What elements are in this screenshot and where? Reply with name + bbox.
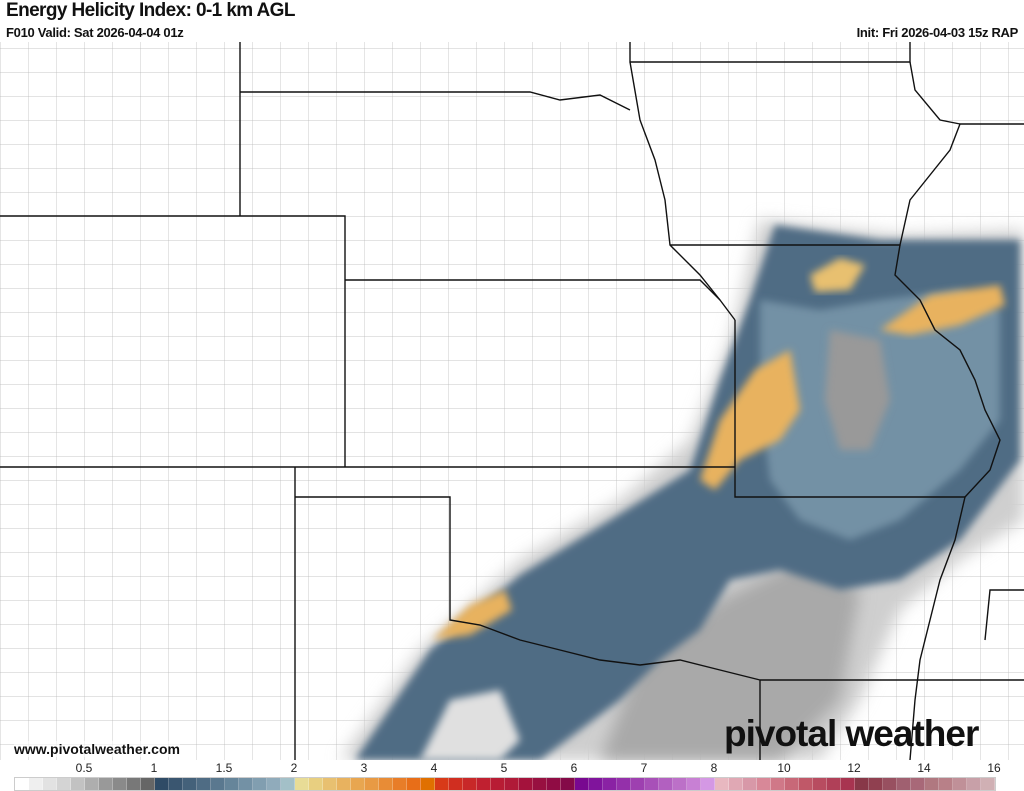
colorbar-cell bbox=[729, 778, 743, 790]
colorbar-cell bbox=[687, 778, 701, 790]
colorbar-cell bbox=[575, 778, 589, 790]
colorbar: 0.5 1 1.5 2 3 4 5 6 7 8 10 12 14 16 bbox=[0, 760, 1024, 791]
colorbar-cell bbox=[897, 778, 911, 790]
colorbar-tick-label: 3 bbox=[360, 761, 368, 775]
colorbar-cell bbox=[673, 778, 687, 790]
colorbar-cell bbox=[43, 778, 57, 790]
colorbar-cell bbox=[463, 778, 477, 790]
colorbar-cell bbox=[925, 778, 939, 790]
colorbar-cell bbox=[869, 778, 883, 790]
colorbar-cell bbox=[15, 778, 29, 790]
colorbar-cell bbox=[981, 778, 995, 790]
colorbar-cell bbox=[953, 778, 967, 790]
colorbar-cells bbox=[14, 777, 996, 791]
colorbar-cell bbox=[323, 778, 337, 790]
colorbar-cell bbox=[939, 778, 953, 790]
colorbar-cell bbox=[883, 778, 897, 790]
init-time: Init: Fri 2026-04-03 15z RAP bbox=[856, 25, 1019, 40]
colorbar-cell bbox=[85, 778, 99, 790]
colorbar-tick-label: 6 bbox=[570, 761, 578, 775]
colorbar-cell bbox=[771, 778, 785, 790]
colorbar-tick-label: 16 bbox=[987, 761, 1001, 775]
colorbar-cell bbox=[491, 778, 505, 790]
colorbar-cell bbox=[743, 778, 757, 790]
colorbar-cell bbox=[533, 778, 547, 790]
colorbar-cell bbox=[841, 778, 855, 790]
colorbar-tick-label: 8 bbox=[710, 761, 718, 775]
valid-time: F010 Valid: Sat 2026-04-04 01z bbox=[6, 25, 184, 40]
colorbar-tick-label: 5 bbox=[500, 761, 508, 775]
colorbar-cell bbox=[407, 778, 421, 790]
colorbar-cell bbox=[267, 778, 281, 790]
ehi-field bbox=[340, 220, 1024, 760]
colorbar-tick-label: 1.5 bbox=[215, 761, 233, 775]
colorbar-cell bbox=[505, 778, 519, 790]
colorbar-cell bbox=[967, 778, 981, 790]
colorbar-cell bbox=[211, 778, 225, 790]
colorbar-cell bbox=[631, 778, 645, 790]
colorbar-cell bbox=[785, 778, 799, 790]
colorbar-cell bbox=[393, 778, 407, 790]
colorbar-cell bbox=[57, 778, 71, 790]
colorbar-cell bbox=[351, 778, 365, 790]
colorbar-cell bbox=[911, 778, 925, 790]
colorbar-cell bbox=[813, 778, 827, 790]
colorbar-cell bbox=[309, 778, 323, 790]
colorbar-cell bbox=[99, 778, 113, 790]
state-borders bbox=[0, 42, 1024, 760]
colorbar-cell bbox=[519, 778, 533, 790]
colorbar-cell bbox=[757, 778, 771, 790]
colorbar-cell bbox=[799, 778, 813, 790]
colorbar-cell bbox=[855, 778, 869, 790]
colorbar-cell bbox=[71, 778, 85, 790]
colorbar-cell bbox=[379, 778, 393, 790]
colorbar-cell bbox=[421, 778, 435, 790]
colorbar-cell bbox=[127, 778, 141, 790]
colorbar-tick-label: 4 bbox=[430, 761, 438, 775]
colorbar-cell bbox=[365, 778, 379, 790]
colorbar-cell bbox=[113, 778, 127, 790]
colorbar-cell bbox=[225, 778, 239, 790]
colorbar-cell bbox=[253, 778, 267, 790]
colorbar-cell bbox=[197, 778, 211, 790]
weather-map[interactable] bbox=[0, 42, 1024, 760]
colorbar-cell bbox=[603, 778, 617, 790]
colorbar-cell bbox=[715, 778, 729, 790]
colorbar-tick-label: 1 bbox=[150, 761, 158, 775]
colorbar-cell bbox=[659, 778, 673, 790]
colorbar-cell bbox=[155, 778, 169, 790]
colorbar-cell bbox=[617, 778, 631, 790]
colorbar-cell bbox=[169, 778, 183, 790]
colorbar-cell bbox=[645, 778, 659, 790]
colorbar-cell bbox=[701, 778, 715, 790]
source-url[interactable]: www.pivotalweather.com bbox=[14, 741, 180, 757]
colorbar-tick-label: 10 bbox=[777, 761, 791, 775]
colorbar-cell bbox=[141, 778, 155, 790]
colorbar-tick-label: 2 bbox=[290, 761, 298, 775]
colorbar-cell bbox=[477, 778, 491, 790]
colorbar-cell bbox=[589, 778, 603, 790]
map-title: Energy Helicity Index: 0-1 km AGL bbox=[6, 0, 295, 21]
colorbar-cell bbox=[547, 778, 561, 790]
colorbar-cell bbox=[827, 778, 841, 790]
pivotal-weather-logo: pivotal weather bbox=[724, 713, 979, 754]
colorbar-cell bbox=[337, 778, 351, 790]
colorbar-cell bbox=[239, 778, 253, 790]
colorbar-tick-label: 14 bbox=[917, 761, 931, 775]
colorbar-cell bbox=[281, 778, 295, 790]
colorbar-tick-label: 0.5 bbox=[75, 761, 93, 775]
colorbar-cell bbox=[295, 778, 309, 790]
colorbar-tick-label: 12 bbox=[847, 761, 861, 775]
colorbar-cell bbox=[561, 778, 575, 790]
colorbar-cell bbox=[183, 778, 197, 790]
colorbar-tick-label: 7 bbox=[640, 761, 648, 775]
colorbar-cell bbox=[449, 778, 463, 790]
colorbar-cell bbox=[29, 778, 43, 790]
colorbar-cell bbox=[435, 778, 449, 790]
